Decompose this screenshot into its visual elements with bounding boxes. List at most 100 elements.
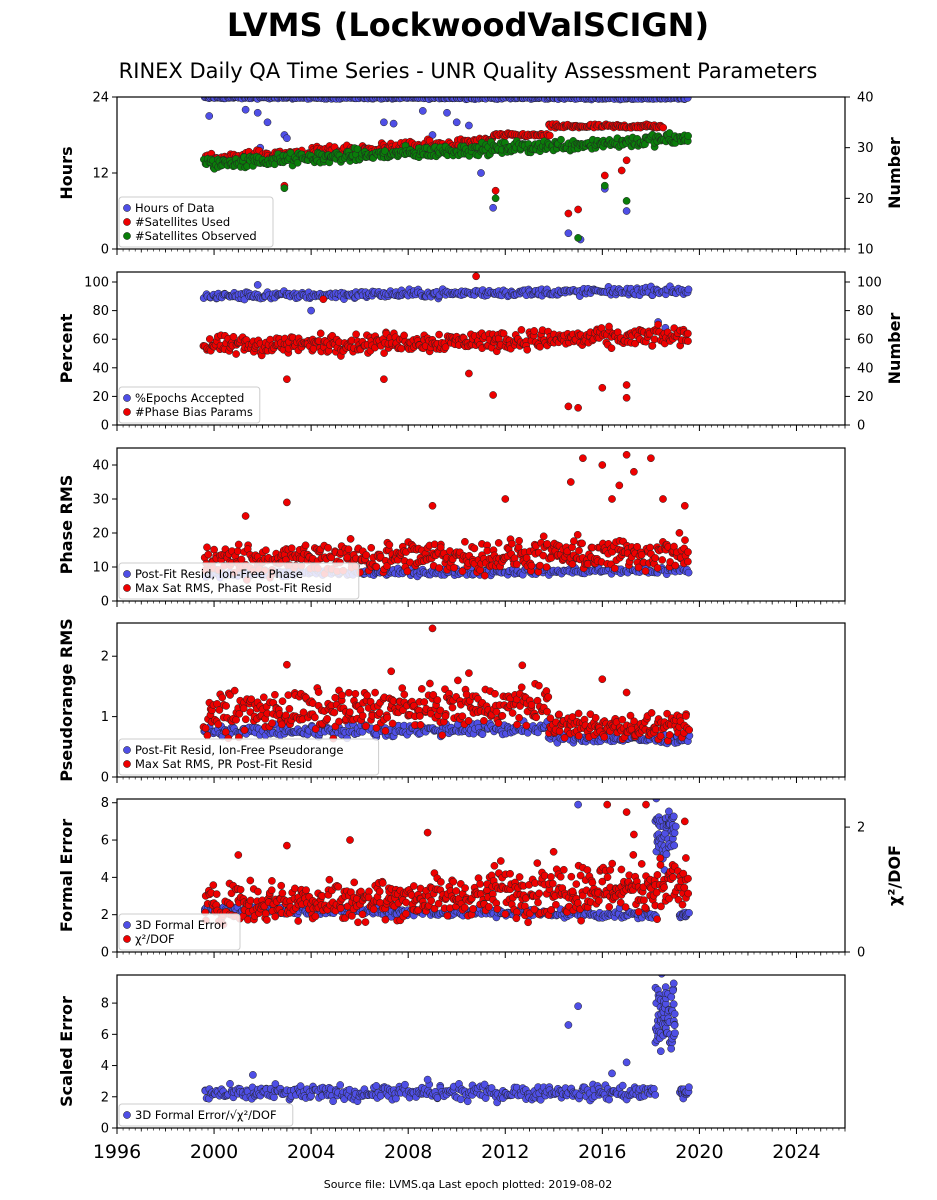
data-point xyxy=(375,708,384,717)
data-point xyxy=(372,724,381,732)
data-point xyxy=(574,800,582,809)
data-point xyxy=(536,561,544,570)
y-axis-right-label: Number xyxy=(885,313,904,385)
y-axis-right-label: Number xyxy=(885,137,904,209)
data-point xyxy=(348,912,356,920)
data-point xyxy=(433,696,442,704)
data-point xyxy=(327,553,336,562)
data-point xyxy=(591,713,600,722)
series-blue xyxy=(199,281,693,332)
data-point xyxy=(598,383,607,392)
data-point xyxy=(376,552,385,561)
data-point xyxy=(575,732,583,740)
data-point xyxy=(375,887,384,896)
data-point xyxy=(239,704,248,713)
data-point xyxy=(543,707,551,716)
data-point xyxy=(291,884,299,893)
data-point xyxy=(600,733,609,741)
data-point xyxy=(235,709,244,718)
data-point xyxy=(284,691,293,699)
data-point xyxy=(338,691,346,700)
data-point xyxy=(236,885,245,894)
data-point xyxy=(680,501,689,510)
y-tick-label: 24 xyxy=(92,91,109,106)
legend-marker xyxy=(123,204,131,212)
data-point xyxy=(527,700,536,709)
y-right-tick-label: 40 xyxy=(857,361,874,376)
data-point xyxy=(465,121,473,130)
y-tick-label: 30 xyxy=(92,493,109,508)
data-point xyxy=(654,320,662,329)
data-point xyxy=(294,917,303,925)
legend: Post-Fit Resid, Ion-Free PseudorangeMax … xyxy=(118,738,380,776)
data-point xyxy=(494,719,503,727)
data-point xyxy=(209,881,218,889)
data-point xyxy=(650,335,659,344)
data-point xyxy=(435,564,444,572)
legend-entry: #Phase Bias Params xyxy=(135,405,253,419)
data-point xyxy=(564,402,573,411)
panel-3: 0 10 20 30 40 Phase RMS Post-Fit Resid, Ion-Fr… xyxy=(57,447,846,610)
data-point xyxy=(491,689,499,698)
data-point xyxy=(461,884,469,892)
data-points xyxy=(200,799,693,929)
data-point xyxy=(499,329,508,338)
series-blue xyxy=(200,97,692,244)
data-point xyxy=(233,547,242,556)
data-point xyxy=(215,706,224,714)
legend-marker xyxy=(123,218,131,226)
data-point xyxy=(435,330,443,339)
legend-entry: Hours of Data xyxy=(135,201,215,215)
data-point xyxy=(515,713,523,722)
data-point xyxy=(622,197,631,205)
data-point xyxy=(513,720,521,729)
data-point xyxy=(477,169,485,177)
data-point xyxy=(546,714,555,723)
data-point xyxy=(684,568,693,577)
y-tick-label: 10 xyxy=(92,561,109,576)
data-point xyxy=(268,877,276,885)
data-point xyxy=(578,539,586,548)
data-point xyxy=(622,381,631,389)
legend-entry: #Satellites Used xyxy=(135,215,230,229)
data-point xyxy=(441,343,450,352)
legend-marker xyxy=(123,394,131,402)
data-point xyxy=(515,536,523,545)
data-point xyxy=(465,369,473,378)
data-point xyxy=(262,546,270,555)
data-point xyxy=(400,690,409,699)
data-point xyxy=(659,495,667,503)
y-tick-label: 40 xyxy=(92,361,109,376)
data-point xyxy=(574,403,582,412)
data-point xyxy=(647,709,656,717)
data-point xyxy=(283,498,291,507)
data-point xyxy=(383,713,392,722)
data-point xyxy=(232,350,240,358)
data-point xyxy=(403,567,412,576)
data-point xyxy=(443,108,451,117)
data-point xyxy=(371,688,379,697)
data-point xyxy=(366,697,375,706)
data-point xyxy=(492,708,501,716)
data-point xyxy=(449,877,458,886)
y-tick-label: 12 xyxy=(92,167,109,182)
data-point xyxy=(617,166,626,175)
data-point xyxy=(527,561,536,570)
data-point xyxy=(622,207,631,215)
data-point xyxy=(367,543,376,552)
data-point xyxy=(522,721,531,730)
data-point xyxy=(684,132,692,140)
data-point xyxy=(218,693,227,702)
data-point xyxy=(555,710,563,719)
data-point xyxy=(539,532,548,541)
data-point xyxy=(460,903,469,912)
data-point xyxy=(684,329,692,338)
legend-entry: %Epochs Accepted xyxy=(135,391,244,405)
data-point xyxy=(345,688,353,697)
data-point xyxy=(574,205,582,214)
data-point xyxy=(278,889,287,898)
data-point xyxy=(241,715,250,724)
data-point xyxy=(671,822,680,831)
data-point xyxy=(417,685,426,693)
data-point xyxy=(622,688,631,697)
